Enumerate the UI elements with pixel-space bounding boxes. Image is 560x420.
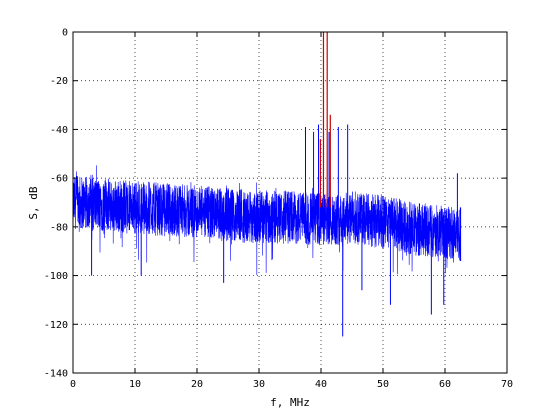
y-tick-label: -80 bbox=[50, 222, 68, 233]
y-tick-label: -20 bbox=[50, 76, 68, 87]
ticks: 0 10 20 30 40 50 60 70 0 -20 -40 -60 -80 -100 -120 -140 bbox=[44, 28, 513, 391]
y-tick-label: -100 bbox=[44, 271, 68, 282]
x-tick-label: 30 bbox=[253, 379, 265, 390]
y-axis-label: S, dB bbox=[27, 186, 40, 219]
grid bbox=[73, 32, 507, 373]
y-tick-label: -40 bbox=[50, 125, 68, 136]
x-tick-label: 20 bbox=[191, 379, 203, 390]
y-tick-label: -140 bbox=[44, 369, 68, 380]
y-tick-label: 0 bbox=[62, 28, 68, 39]
x-tick-label: 0 bbox=[70, 379, 76, 390]
x-tick-label: 50 bbox=[377, 379, 389, 390]
x-tick-label: 60 bbox=[439, 379, 451, 390]
x-tick-label: 10 bbox=[129, 379, 141, 390]
plot-frame bbox=[72, 31, 508, 374]
x-tick-label: 70 bbox=[501, 379, 513, 390]
series-layer bbox=[73, 32, 462, 337]
x-axis-label: f, MHz bbox=[270, 396, 310, 409]
series-group bbox=[73, 32, 462, 337]
blue-noise-trace bbox=[73, 165, 461, 275]
x-tick-label: 40 bbox=[315, 379, 327, 390]
y-tick-label: -120 bbox=[44, 320, 68, 331]
y-tick-label: -60 bbox=[50, 174, 68, 185]
